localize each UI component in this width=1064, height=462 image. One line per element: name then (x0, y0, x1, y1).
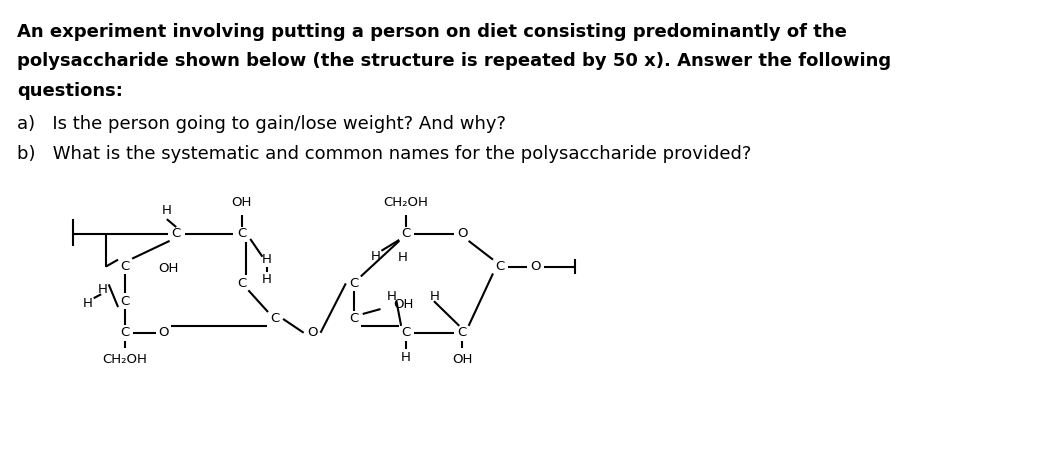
Text: C: C (120, 260, 129, 273)
Text: C: C (401, 326, 411, 339)
Text: H: H (387, 290, 397, 303)
Text: H: H (401, 351, 411, 364)
Text: polysaccharide shown below (the structure is repeated by 50 x). Answer the follo: polysaccharide shown below (the structur… (17, 52, 891, 70)
Text: b)   What is the systematic and common names for the polysaccharide provided?: b) What is the systematic and common nam… (17, 145, 751, 163)
Text: C: C (120, 326, 129, 339)
Text: O: O (306, 326, 317, 339)
Text: OH: OH (159, 262, 179, 275)
Text: C: C (171, 227, 181, 240)
Text: O: O (530, 260, 541, 273)
Text: O: O (159, 326, 169, 339)
Text: C: C (237, 277, 247, 290)
Text: C: C (350, 312, 359, 325)
Text: CH₂OH: CH₂OH (383, 196, 428, 209)
Text: OH: OH (394, 298, 414, 310)
Text: O: O (456, 227, 467, 240)
Text: CH₂OH: CH₂OH (102, 353, 147, 366)
Text: OH: OH (452, 353, 472, 366)
Text: OH: OH (232, 196, 252, 209)
Text: C: C (401, 227, 411, 240)
Text: H: H (371, 250, 381, 263)
Text: H: H (83, 297, 93, 310)
Text: C: C (458, 326, 467, 339)
Text: C: C (350, 277, 359, 290)
Text: C: C (270, 312, 279, 325)
Text: C: C (495, 260, 504, 273)
Text: H: H (398, 251, 408, 264)
Text: questions:: questions: (17, 82, 122, 100)
Text: a)   Is the person going to gain/lose weight? And why?: a) Is the person going to gain/lose weig… (17, 116, 505, 134)
Text: C: C (120, 295, 129, 308)
Text: H: H (262, 253, 272, 266)
Text: C: C (237, 227, 247, 240)
Text: H: H (162, 204, 171, 217)
Text: An experiment involving putting a person on diet consisting predominantly of the: An experiment involving putting a person… (17, 23, 847, 41)
Text: H: H (98, 283, 109, 296)
Text: H: H (430, 290, 439, 303)
Text: H: H (262, 273, 272, 286)
